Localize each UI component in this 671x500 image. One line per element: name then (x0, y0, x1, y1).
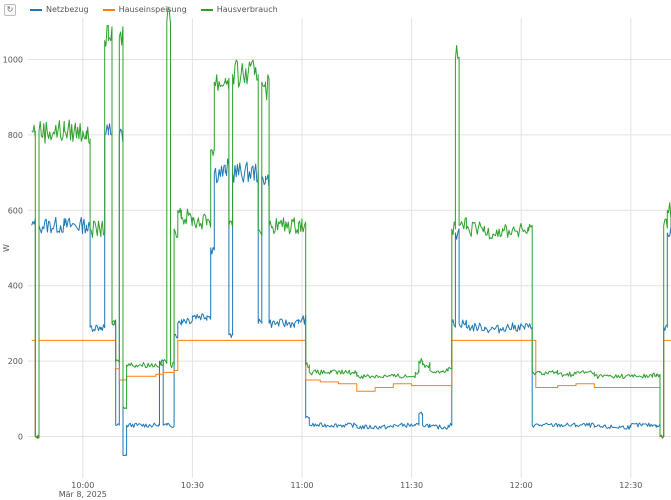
legend-swatch-hauseinspeisung (102, 8, 115, 11)
series-line-hausverbrauch (31, 6, 671, 439)
y-tick-label: 0 (18, 433, 23, 442)
legend-item-hauseinspeisung[interactable]: Hauseinspeisung (102, 5, 187, 14)
x-tick-label: 11:00 (290, 481, 313, 490)
y-axis-label: W (2, 244, 11, 252)
legend-swatch-netzbezug (30, 8, 42, 11)
series-line-hauseinspeisung (31, 339, 671, 437)
x-tick-label: 10:00 (71, 481, 94, 490)
chart-grid (28, 18, 671, 478)
x-tick-label: 10:30 (181, 481, 204, 490)
legend-label-hauseinspeisung: Hauseinspeisung (118, 5, 187, 14)
y-tick-label: 200 (8, 357, 23, 366)
y-tick-label: 600 (8, 206, 23, 215)
y-tick-label: 800 (8, 131, 23, 140)
legend-item-hausverbrauch[interactable]: Hausverbrauch (200, 5, 278, 14)
y-tick-label: 400 (8, 282, 23, 291)
x-tick-label: 11:30 (400, 481, 423, 490)
chart-series (31, 6, 671, 456)
legend-item-netzbezug[interactable]: Netzbezug (30, 5, 89, 14)
x-tick-label: 12:30 (619, 481, 642, 490)
legend-swatch-hausverbrauch (200, 8, 213, 11)
reset-zoom-icon[interactable]: ↻ (4, 4, 16, 16)
y-tick-label: 1000 (3, 55, 23, 64)
legend-label-hausverbrauch: Hausverbrauch (216, 5, 278, 14)
x-tick-label: 12:00 (510, 481, 533, 490)
series-line-netzbezug (31, 123, 671, 456)
x-tick-sublabel: Mär 8, 2025 (59, 490, 107, 499)
chart-legend: Netzbezug Hauseinspeisung Hausverbrauch (30, 5, 278, 14)
legend-label-netzbezug: Netzbezug (46, 5, 89, 14)
chart-toolbar: ↻ (4, 4, 16, 16)
